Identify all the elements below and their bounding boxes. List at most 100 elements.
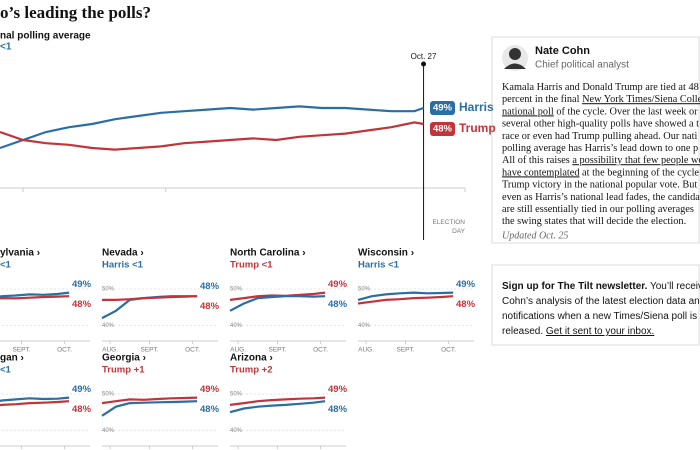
- author-role: Chief political analyst: [535, 60, 629, 71]
- series-line: [0, 396, 70, 402]
- text-span: notifications when a new Times/Siena pol…: [502, 311, 697, 322]
- text-line: Sign up for The Tilt newsletter. You’ll …: [502, 281, 700, 292]
- text-line: Kamala Harris and Donald Trump are tied …: [502, 82, 699, 93]
- series-line: [229, 396, 326, 406]
- author-name: Nate Cohn: [535, 45, 590, 57]
- series-line: [229, 295, 326, 312]
- end-label: 49%: [328, 279, 348, 290]
- text-line: national poll of the cycle. Over the las…: [502, 107, 700, 118]
- text-line: polling average has Harris’s lead down t…: [502, 143, 698, 154]
- text-span: of the cycle. Over the last week or s: [554, 107, 700, 118]
- date-marker-dot: [421, 61, 427, 67]
- panel-title: North Carolina ›: [230, 248, 306, 259]
- x-tick-label: SEPT.: [269, 347, 287, 354]
- text-line: Cohn’s analysis of the latest election d…: [502, 296, 700, 307]
- panel-leader: Harris <1: [102, 260, 144, 271]
- end-label: 49%: [328, 384, 348, 395]
- text-span: are still essentially tied in our pollin…: [502, 204, 694, 215]
- text-span: You’ll receive Na: [647, 281, 700, 292]
- text-line: race or even had Trump pulling ahead. Ou…: [502, 131, 697, 142]
- end-label: 48%: [433, 124, 453, 135]
- series-line: [102, 295, 198, 301]
- text-line: are still essentially tied in our pollin…: [502, 204, 694, 215]
- text-span: the swing states that will decide the el…: [502, 217, 686, 228]
- panel-leader: Trump +2: [230, 365, 273, 376]
- updated: Updated Oct. 25: [502, 230, 568, 241]
- text-span: polling average has Harris’s lead down t…: [502, 143, 698, 154]
- text-line: the swing states that will decide the el…: [502, 217, 686, 228]
- panel-leader: <1: [0, 260, 12, 271]
- y-tick-label: 40%: [230, 323, 243, 329]
- panel-title: Georgia ›: [102, 353, 146, 364]
- panel-leader: Trump <1: [230, 260, 273, 271]
- y-tick-label: 50%: [230, 392, 243, 398]
- text-span: even as Harris’s national lead fades, th…: [502, 192, 700, 203]
- panel-title: ylvania ›: [0, 248, 40, 259]
- y-tick-label: 50%: [102, 392, 115, 398]
- y-tick-label: 50%: [102, 287, 115, 293]
- text-span: Kamala Harris and Donald Trump are tied …: [502, 82, 699, 93]
- series-line: [357, 291, 454, 301]
- text-span: several other high-quality polls have sh…: [502, 119, 699, 130]
- legend-label: Trump: [459, 121, 496, 135]
- series-line: [0, 400, 70, 407]
- end-label: 48%: [200, 404, 220, 415]
- series-line: [101, 400, 198, 417]
- y-tick-label: 40%: [102, 323, 115, 329]
- legend-label: Harris: [459, 100, 494, 114]
- panel-leader: Trump +1: [102, 365, 145, 376]
- text-span: percent in the final: [502, 95, 582, 106]
- series-line: [229, 400, 326, 414]
- end-badge: [430, 122, 455, 136]
- text-line: even as Harris’s national lead fades, th…: [502, 192, 700, 203]
- end-label: 49%: [200, 384, 220, 395]
- title: o’s leading the polls?: [0, 3, 151, 22]
- text-line: percent in the final New York Times/Sien…: [502, 95, 700, 106]
- y-tick-label: 50%: [358, 287, 371, 293]
- panel-title: Nevada ›: [102, 248, 144, 259]
- end-label: 49%: [456, 279, 476, 290]
- link[interactable]: national poll: [502, 107, 554, 118]
- series-line: [0, 105, 424, 150]
- end-label: 49%: [433, 103, 453, 114]
- x-tick-label: SEPT.: [141, 347, 159, 354]
- y-tick-label: 50%: [230, 287, 243, 293]
- x-tick-label: OCT.: [57, 347, 72, 354]
- end-label: 48%: [72, 299, 92, 310]
- link[interactable]: New York Times/Siena Colle: [582, 95, 700, 106]
- text-span: All of this raises: [502, 156, 572, 167]
- link[interactable]: Get it sent to your inbox.: [546, 326, 654, 337]
- series-line: [357, 295, 454, 305]
- text-span: Cohn’s analysis of the latest election d…: [502, 296, 700, 307]
- x-tick-label: SEPT.: [397, 347, 415, 354]
- date-marker-label: Oct. 27: [411, 52, 437, 61]
- text-span: released.: [502, 326, 546, 337]
- series-line: [0, 121, 424, 151]
- end-badge: [430, 101, 455, 115]
- text-span: at the beginning of the cycle: [579, 168, 699, 179]
- text-span: Sign up for The Tilt newsletter.: [502, 281, 648, 292]
- end-label: 48%: [200, 301, 220, 312]
- end-label: 49%: [72, 384, 92, 395]
- subtitle: nal polling average: [0, 31, 91, 42]
- panel-leader: Harris <1: [358, 260, 400, 271]
- text-line: notifications when a new Times/Siena pol…: [502, 311, 697, 322]
- x-tick-label: OCT.: [441, 347, 456, 354]
- end-label: 48%: [328, 404, 348, 415]
- link[interactable]: a possibility that few people wo: [572, 156, 700, 167]
- panel-title: Arizona ›: [230, 353, 273, 364]
- link[interactable]: have contemplated: [502, 168, 580, 179]
- text-span: Trump victory in the national popular vo…: [502, 180, 697, 191]
- newsletter-card: [491, 264, 700, 346]
- text-line: have contemplated at the beginning of th…: [502, 168, 699, 179]
- end-label: 48%: [72, 404, 92, 415]
- end-label: 48%: [328, 299, 348, 310]
- x-tick-label: OCT.: [313, 347, 328, 354]
- panel-leader: <1: [0, 365, 12, 376]
- x-tick-label: OCT.: [185, 347, 200, 354]
- x-tick-label: ELECTION DAY: [432, 219, 465, 235]
- text-line: several other high-quality polls have sh…: [502, 119, 699, 130]
- series-line: [0, 291, 70, 298]
- y-tick-label: 40%: [230, 428, 243, 434]
